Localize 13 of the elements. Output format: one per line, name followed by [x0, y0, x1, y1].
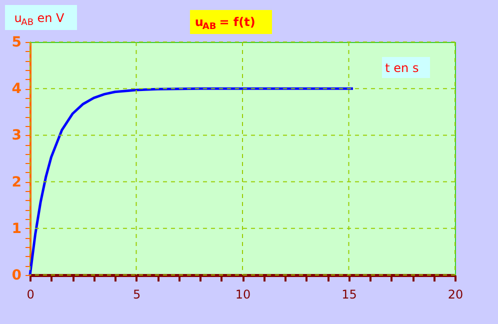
y-tick-label: 0	[12, 268, 22, 284]
y-tick-label: 4	[12, 81, 22, 98]
line-series	[28, 87, 354, 276]
x-tick-label: 10	[235, 288, 251, 302]
x-tick-label: 15	[342, 288, 357, 302]
x-tick-label: 20	[448, 288, 464, 302]
x-tick-label: 0	[26, 288, 34, 302]
x-tick-label: 5	[132, 288, 141, 302]
y-tick-label: 5	[12, 34, 22, 50]
y-tick-label: 3	[12, 128, 22, 144]
y-tick-label: 2	[12, 174, 22, 190]
y-tick-label: 1	[12, 220, 22, 237]
x-axis-title: t en s	[385, 61, 419, 75]
